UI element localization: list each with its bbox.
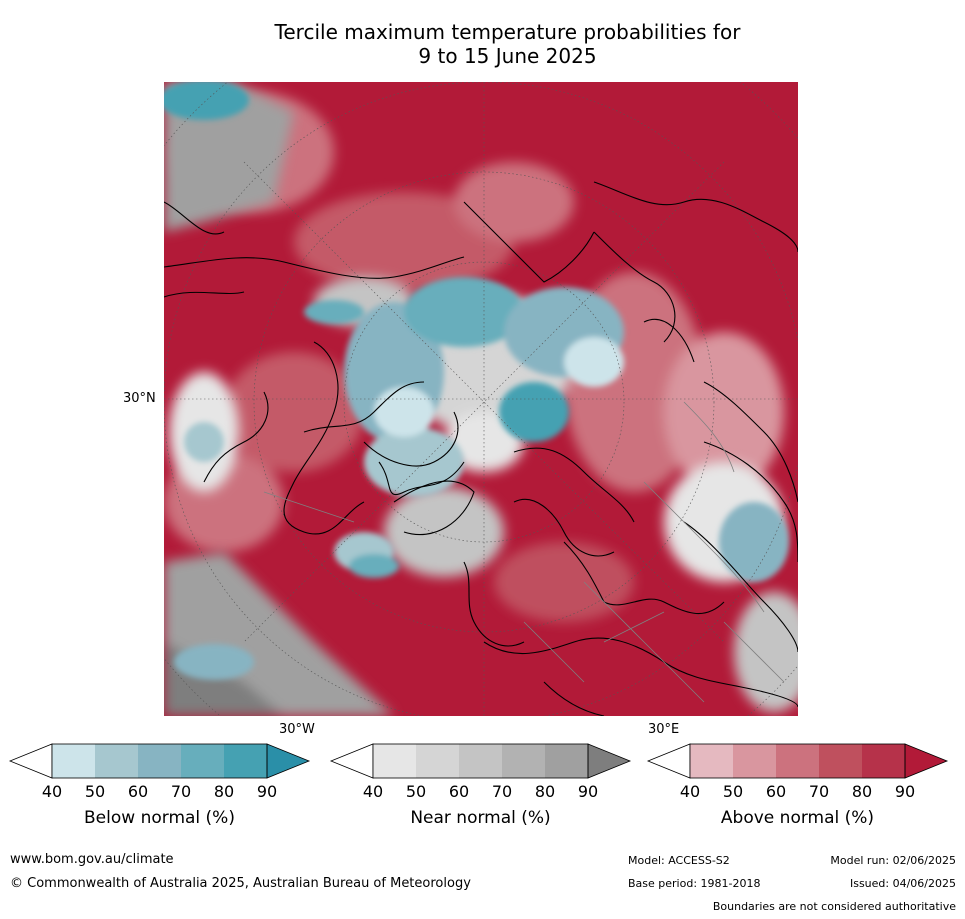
colorbar-segment <box>416 744 459 778</box>
colorbar-tick-label: 80 <box>851 782 873 801</box>
colorbar-segment <box>138 744 181 778</box>
longitude-label-30e: 30°E <box>648 722 680 737</box>
colorbar-segment <box>502 744 545 778</box>
below-normal-colorbar <box>8 743 311 779</box>
colorbar-segment <box>52 744 95 778</box>
near-normal-colorbar <box>329 743 632 779</box>
colorbar-tick-label: 90 <box>256 782 278 801</box>
near-normal-colorbar-swatches <box>329 743 632 779</box>
footer-model-run: Model run: 02/06/2025 <box>830 854 956 867</box>
near-normal-colorbar-title: Near normal (%) <box>410 808 551 828</box>
colorbar-tick-label: 60 <box>127 782 149 801</box>
colorbar-tick-label: 50 <box>722 782 744 801</box>
colorbar-segment <box>690 744 733 778</box>
colorbar-segment <box>733 744 776 778</box>
longitude-label-30w: 30°W <box>279 722 315 737</box>
title-line-1: Tercile maximum temperature probabilitie… <box>274 20 741 44</box>
colorbar-tick-label: 80 <box>534 782 556 801</box>
colorbar-tick-label: 40 <box>362 782 384 801</box>
colorbar-extend-low <box>646 743 691 779</box>
colorbar-segment <box>459 744 502 778</box>
below-normal-colorbar-title: Below normal (%) <box>84 808 235 828</box>
colorbar-extend-low <box>8 743 53 779</box>
colorbar-segment <box>776 744 819 778</box>
colorbar-extend-high <box>904 743 949 779</box>
footer-issued: Issued: 04/06/2025 <box>849 877 956 890</box>
title-line-2: 9 to 15 June 2025 <box>418 44 597 68</box>
above-normal-colorbar <box>646 743 949 779</box>
above-normal-colorbar-title: Above normal (%) <box>720 808 875 828</box>
footer-model: Model: ACCESS-S2 <box>628 854 730 867</box>
graticule-lines <box>164 82 798 716</box>
colorbar-tick-label: 70 <box>808 782 830 801</box>
colorbar-tick-label: 60 <box>765 782 787 801</box>
colorbar-extend-low <box>329 743 374 779</box>
colorbar-tick-label: 50 <box>405 782 427 801</box>
colorbar-extend-high <box>266 743 311 779</box>
colorbar-tick-label: 50 <box>84 782 106 801</box>
colorbar-tick-label: 70 <box>170 782 192 801</box>
colorbar-segment <box>95 744 138 778</box>
map-canvas <box>164 82 798 716</box>
latitude-label-30n: 30°N <box>123 391 156 406</box>
footer-disclaimer: Boundaries are not considered authoritat… <box>712 900 956 913</box>
colorbar-outline <box>51 743 268 779</box>
colorbar-tick-label: 40 <box>41 782 63 801</box>
chart-title: Tercile maximum temperature probabilitie… <box>160 20 855 68</box>
colorbar-tick-label: 70 <box>491 782 513 801</box>
colorbar-outline <box>689 743 906 779</box>
colorbar-tick-label: 90 <box>577 782 599 801</box>
footer-base-period: Base period: 1981-2018 <box>628 877 761 890</box>
colorbar-segment <box>181 744 224 778</box>
colorbar-outline <box>372 743 589 779</box>
colorbar-tick-label: 90 <box>894 782 916 801</box>
colorbar-segment <box>545 744 588 778</box>
colorbar-extend-high <box>587 743 632 779</box>
colorbar-tick-label: 80 <box>213 782 235 801</box>
footer-url: www.bom.gov.au/climate <box>10 852 174 867</box>
footer-copyright: © Commonwealth of Australia 2025, Austra… <box>10 876 471 891</box>
colorbar-tick-label: 40 <box>679 782 701 801</box>
colorbar-segment <box>373 744 416 778</box>
colorbar-tick-label: 60 <box>448 782 470 801</box>
colorbar-segment <box>819 744 862 778</box>
colorbar-segment <box>862 744 905 778</box>
polar-probability-map <box>164 82 798 716</box>
below-normal-colorbar-swatches <box>8 743 311 779</box>
below-normal-zones <box>164 82 789 680</box>
above-normal-colorbar-swatches <box>646 743 949 779</box>
colorbar-segment <box>224 744 267 778</box>
political-boundaries <box>263 401 785 703</box>
